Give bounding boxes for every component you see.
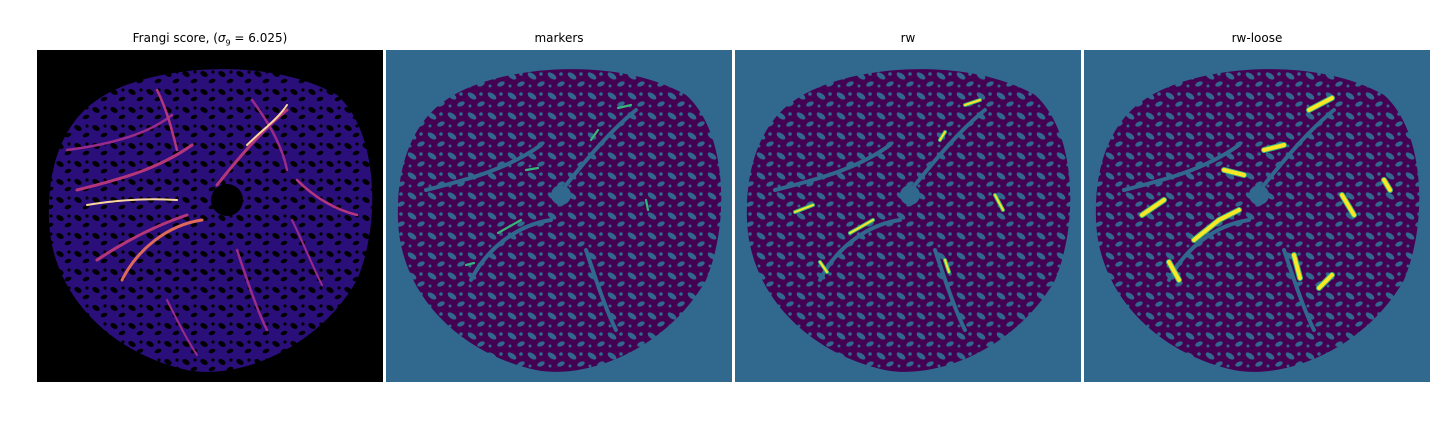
rw-image xyxy=(735,50,1081,382)
panel-title-frangi: Frangi score, (σ9 = 6.025) xyxy=(132,31,288,48)
panel-title-markers: markers xyxy=(534,31,584,45)
panel-title-rw: rw xyxy=(900,31,916,45)
frangi-score-image xyxy=(37,50,383,382)
panel-title-rw-loose: rw-loose xyxy=(1231,31,1283,45)
markers-image xyxy=(386,50,732,382)
rw-loose-image xyxy=(1084,50,1430,382)
